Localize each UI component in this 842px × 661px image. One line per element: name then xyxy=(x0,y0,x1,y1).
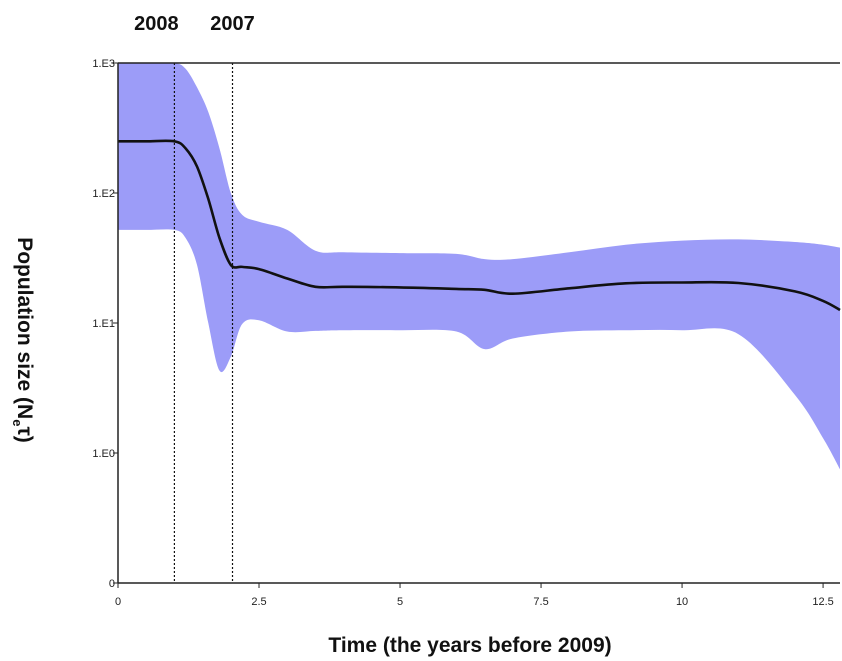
x-tick-label-1: 2.5 xyxy=(251,596,266,608)
y-tick-label-4: 1.E3 xyxy=(92,58,115,70)
x-tick-label-2: 5 xyxy=(397,596,403,608)
y-tick-label-2: 1.E1 xyxy=(92,318,115,330)
y-axis-title-subscript: e xyxy=(10,419,25,426)
year-marker-label-1: 2007 xyxy=(210,13,255,35)
x-tick-label-3: 7.5 xyxy=(533,596,548,608)
median-line xyxy=(118,139,841,312)
median-line-layer xyxy=(118,139,841,312)
x-tick-label-5: 12.5 xyxy=(812,596,833,608)
x-axis-title: Time (the years before 2009) xyxy=(328,634,611,657)
y-tick-label-1: 1.E0 xyxy=(92,448,115,460)
confidence-band xyxy=(118,62,840,470)
y-tick-label-0: 0 xyxy=(109,578,115,590)
axes-layer: 0 2.5 5 7.5 10 12.5 0 1.E0 1.E1 1.E2 1.E3 xyxy=(92,58,840,608)
x-tick-label-0: 0 xyxy=(115,596,121,608)
y-axis-title-main: Population size (N xyxy=(13,237,36,419)
x-tick-label-4: 10 xyxy=(676,596,688,608)
y-axis-title: Population size (Neτ) xyxy=(10,237,36,443)
confidence-band-layer xyxy=(118,62,840,470)
y-tick-label-3: 1.E2 xyxy=(92,188,115,200)
year-marker-layer: 2008 2007 xyxy=(134,13,255,583)
year-marker-label-0: 2008 xyxy=(134,13,179,35)
y-axis-title-tail: τ) xyxy=(13,426,36,442)
